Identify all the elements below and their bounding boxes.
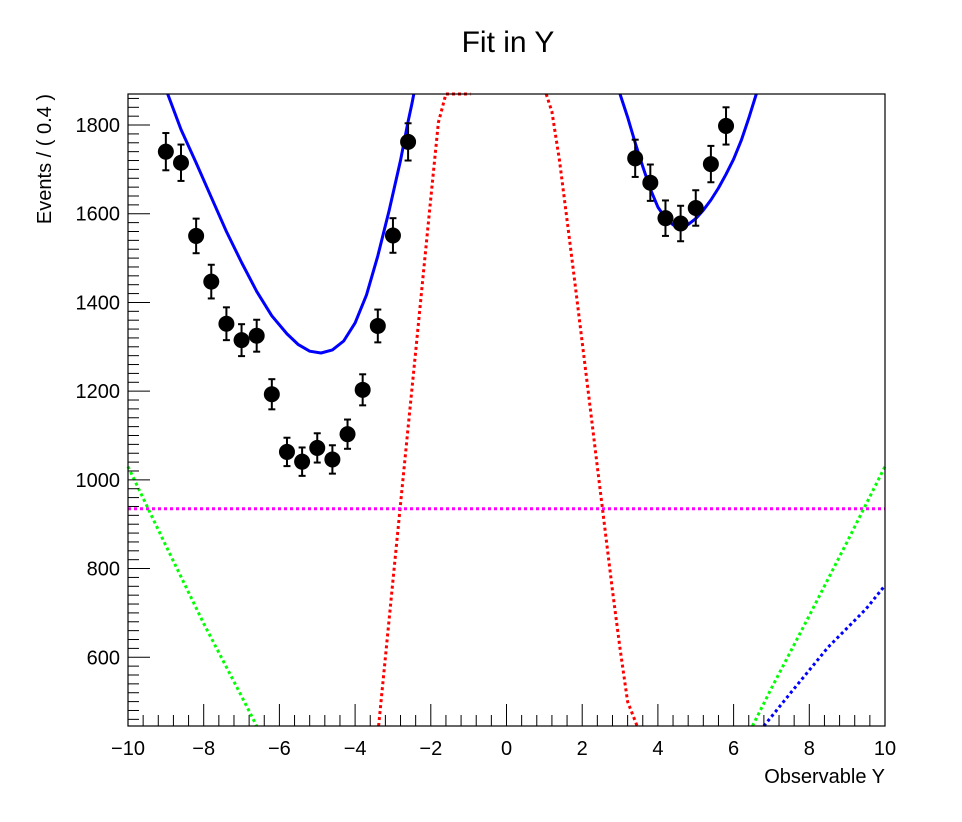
data-point [400, 122, 417, 162]
data-marker [384, 227, 401, 244]
y-tick-label: 1800 [76, 115, 121, 137]
data-point [218, 306, 235, 342]
fit-curve-4-segment-0 [762, 584, 887, 727]
x-tick-label: −4 [344, 738, 367, 760]
data-point [657, 199, 674, 237]
y-axis: 600 800 1000 1200 1400 1600 1800 [76, 97, 150, 720]
x-tick-label: 6 [728, 738, 739, 760]
data-point [702, 144, 719, 184]
fit-curve-3-segment-0 [126, 465, 259, 727]
data-marker [233, 332, 250, 349]
data-marker [627, 150, 644, 167]
data-point [188, 217, 205, 255]
data-point [642, 163, 659, 202]
data-marker [309, 439, 326, 456]
data-marker [324, 451, 341, 468]
fit-curve-0-segment-0 [166, 93, 416, 355]
data-point [369, 308, 386, 344]
fit-curve-1-segment-0 [377, 92, 471, 727]
data-point [627, 138, 644, 178]
data-marker [702, 156, 719, 173]
fit-curve-1-segment-1 [544, 93, 639, 727]
chart-title: Fit in Y [462, 26, 555, 59]
y-tick-label: 600 [87, 647, 120, 669]
y-tick-label: 800 [87, 559, 120, 581]
x-tick-label: −2 [419, 738, 442, 760]
data-marker [687, 199, 704, 216]
data-point [339, 418, 356, 450]
fit-curves [126, 92, 887, 727]
data-marker [354, 381, 371, 398]
data-points [157, 106, 735, 477]
fit-curve-3-segment-1 [751, 465, 887, 727]
data-marker [278, 443, 295, 460]
data-point [687, 189, 704, 227]
data-point [718, 106, 735, 146]
x-tick-label: 2 [577, 738, 588, 760]
x-tick-label: 0 [501, 738, 512, 760]
x-axis-label: Observable Y [764, 766, 885, 788]
data-marker [263, 386, 280, 403]
data-marker [339, 426, 356, 443]
data-point [172, 143, 189, 182]
x-tick-label: 8 [804, 738, 815, 760]
x-tick-label: 10 [874, 738, 896, 760]
data-point [672, 204, 689, 243]
data-marker [642, 174, 659, 191]
y-tick-label: 1000 [76, 470, 121, 492]
x-tick-label: −10 [111, 738, 145, 760]
y-tick-label: 1400 [76, 292, 121, 314]
y-tick-label: 1200 [76, 381, 121, 403]
data-point [263, 378, 280, 411]
data-marker [672, 215, 689, 232]
data-point [203, 263, 220, 300]
y-tick-label: 1600 [76, 204, 121, 226]
data-point [324, 444, 341, 475]
data-point [233, 323, 250, 358]
y-axis-label: Events / ( 0.4 ) [34, 94, 56, 224]
data-marker [657, 210, 674, 227]
data-point [248, 318, 265, 353]
plot-frame [127, 93, 886, 727]
x-tick-label: 4 [652, 738, 663, 760]
data-marker [294, 453, 311, 470]
data-marker [248, 327, 265, 344]
data-point [384, 217, 401, 254]
data-point [354, 373, 371, 407]
x-axis: −10 −8 −6 −4 −2 0 2 4 6 8 10 [111, 704, 896, 760]
data-marker [718, 117, 735, 134]
data-marker [188, 227, 205, 244]
data-marker [369, 317, 386, 334]
data-marker [400, 133, 417, 150]
data-marker [157, 143, 174, 160]
data-marker [218, 315, 235, 332]
data-point [157, 132, 174, 172]
x-tick-label: −8 [192, 738, 215, 760]
data-point [278, 436, 295, 468]
data-point [309, 432, 326, 464]
data-point [294, 446, 311, 477]
x-tick-label: −6 [268, 738, 291, 760]
data-marker [203, 273, 220, 290]
data-marker [172, 154, 189, 171]
